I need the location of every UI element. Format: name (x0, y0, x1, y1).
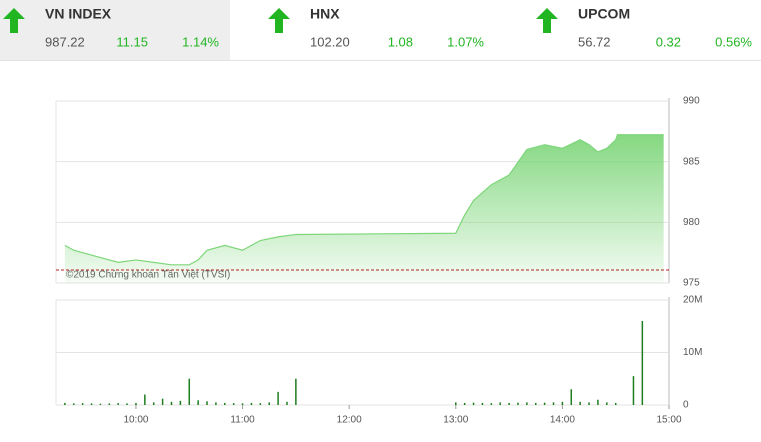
volume-bar (579, 401, 581, 405)
volume-bar (499, 402, 501, 405)
y-tick-label: 980 (683, 217, 700, 228)
y-tick-label: 10M (683, 347, 702, 358)
ticker-percent: 0.56% (715, 34, 752, 49)
volume-bar (126, 403, 128, 405)
volume-bar (117, 403, 119, 405)
volume-bar (144, 394, 146, 405)
x-tick-label: 10:00 (123, 415, 148, 426)
volume-bar (90, 403, 93, 405)
ticker-value: 987.22 (45, 34, 85, 49)
volume-bar (179, 400, 182, 405)
volume-bar (632, 376, 635, 405)
volume-bar (543, 402, 546, 405)
watermark: ©2019 Chứng khoán Tân Việt (TVSI) (66, 270, 230, 281)
volume-bar (170, 401, 173, 405)
volume-bar (241, 403, 244, 405)
x-tick-label: 13:00 (443, 415, 468, 426)
volume-bar (552, 402, 555, 405)
x-tick-label: 15:00 (656, 415, 681, 426)
ticker-change: 0.32 (656, 34, 681, 49)
up-arrow (268, 8, 290, 33)
volume-bar (570, 389, 573, 405)
volume-bar (508, 402, 510, 405)
volume-bar (526, 402, 528, 405)
volume-bar (215, 402, 217, 405)
volume-bar (81, 403, 84, 405)
volume-bar (188, 378, 191, 405)
volume-bar (108, 403, 111, 405)
up-arrow (3, 8, 25, 33)
volume-bar (135, 402, 137, 405)
volume-bar (197, 400, 199, 405)
volume-bar (286, 401, 288, 405)
volume-bar (641, 321, 644, 405)
ticker-name: UPCOM (578, 6, 630, 22)
y-tick-label: 20M (683, 295, 702, 306)
volume-bar (250, 402, 253, 405)
volume-bar (490, 403, 493, 405)
volume-bar (597, 399, 599, 405)
y-tick-label: 985 (683, 156, 700, 167)
volume-bar (161, 398, 164, 405)
ticker-value: 56.72 (578, 34, 611, 49)
volume-bar (206, 401, 208, 405)
x-tick-label: 14:00 (550, 415, 575, 426)
volume-bar (481, 402, 484, 405)
volume-bar (224, 402, 226, 405)
x-tick-label: 11:00 (230, 415, 255, 426)
volume-bar (455, 402, 457, 405)
price-area (64, 134, 664, 283)
volume-bar (99, 403, 102, 405)
volume-bar (534, 402, 537, 405)
ticker-name: HNX (310, 6, 340, 22)
volume-bar (64, 402, 66, 405)
volume-bar (614, 402, 617, 405)
volume-bar (73, 403, 75, 405)
x-tick-label: 12:00 (337, 415, 362, 426)
volume-bar (295, 378, 297, 405)
volume-bar (259, 403, 262, 405)
volume-bar (232, 403, 235, 405)
y-tick-label: 0 (683, 400, 689, 411)
y-tick-label: 975 (683, 278, 700, 289)
y-tick-label: 990 (683, 96, 700, 107)
ticker-percent: 1.14% (182, 34, 219, 49)
volume-bar (472, 402, 475, 405)
ticker-percent: 1.07% (447, 34, 484, 49)
volume-bar (606, 402, 608, 405)
volume-bar (152, 402, 155, 405)
volume-bar (268, 402, 270, 405)
volume-bar (463, 402, 466, 405)
ticker-value: 102.20 (310, 34, 350, 49)
ticker-name: VN INDEX (45, 6, 112, 22)
volume-bar (588, 402, 590, 405)
active-tab[interactable] (0, 0, 230, 60)
volume-bar (517, 402, 519, 405)
volume-bar (277, 391, 279, 405)
price-line (64, 134, 664, 266)
up-arrow (536, 8, 558, 33)
ticker-change: 1.08 (388, 34, 413, 49)
ticker-change: 11.15 (116, 34, 148, 49)
volume-bar (561, 401, 564, 405)
